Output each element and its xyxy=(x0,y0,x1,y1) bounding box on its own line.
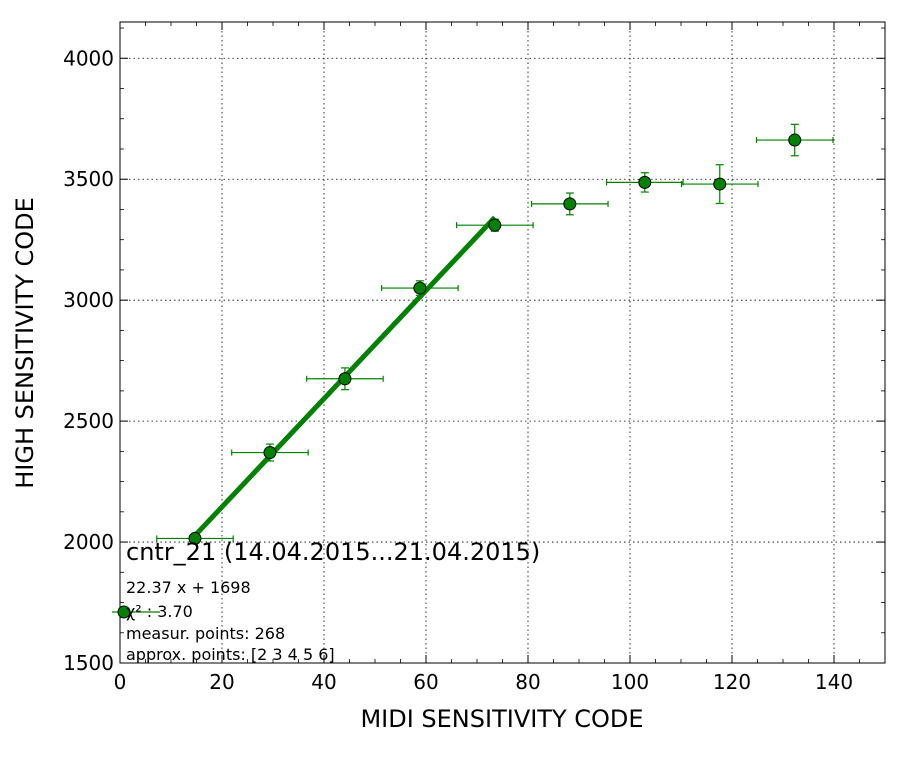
x-tick-label: 100 xyxy=(611,670,649,694)
x-tick-label: 120 xyxy=(713,670,751,694)
data-points xyxy=(188,133,802,545)
data-point xyxy=(713,177,727,191)
data-point xyxy=(563,197,577,211)
annotation-chi2: χ² : 3.70 xyxy=(126,602,193,621)
plot-frame xyxy=(119,21,886,664)
tick-labels: 0 20 40 60 80 100 120 140 1500 2000 2500 3000 3500 40… xyxy=(63,46,853,694)
data-point xyxy=(788,133,802,147)
data-point xyxy=(413,281,427,295)
y-tick-label: 2000 xyxy=(63,530,114,554)
y-tick-label: 1500 xyxy=(63,651,114,675)
legend-annotation: cntr_21 (14.04.2015...21.04.2015) 22.37 … xyxy=(112,538,540,664)
y-tick-label: 3500 xyxy=(63,167,114,191)
data-point xyxy=(488,218,502,232)
annotation-title: cntr_21 (14.04.2015...21.04.2015) xyxy=(126,538,540,566)
y-tick-label: 2500 xyxy=(63,409,114,433)
data-point xyxy=(338,372,352,386)
annotation-approx-points: approx. points: [2 3 4 5 6] xyxy=(126,645,335,664)
x-tick-label: 20 xyxy=(209,670,234,694)
legend-marker-icon xyxy=(117,605,131,619)
x-tick-label: 80 xyxy=(515,670,540,694)
x-tick-label: 40 xyxy=(311,670,336,694)
y-tick-label: 4000 xyxy=(63,46,114,70)
x-tick-label: 60 xyxy=(413,670,438,694)
data-point xyxy=(263,446,277,460)
annotation-equation: 22.37 x + 1698 xyxy=(126,578,251,597)
x-tick-label: 0 xyxy=(114,670,127,694)
annotation-measur-points: measur. points: 268 xyxy=(126,624,285,643)
x-tick-label: 140 xyxy=(815,670,853,694)
y-axis-title: HIGH SENSITIVITY CODE xyxy=(11,197,39,489)
data-point xyxy=(638,175,652,189)
errorbars xyxy=(156,123,834,542)
grid xyxy=(120,22,885,663)
y-tick-label: 3000 xyxy=(63,288,114,312)
data-point xyxy=(188,531,202,545)
axis-ticks xyxy=(119,22,885,664)
x-axis-title: MIDI SENSITIVITY CODE xyxy=(360,705,643,733)
